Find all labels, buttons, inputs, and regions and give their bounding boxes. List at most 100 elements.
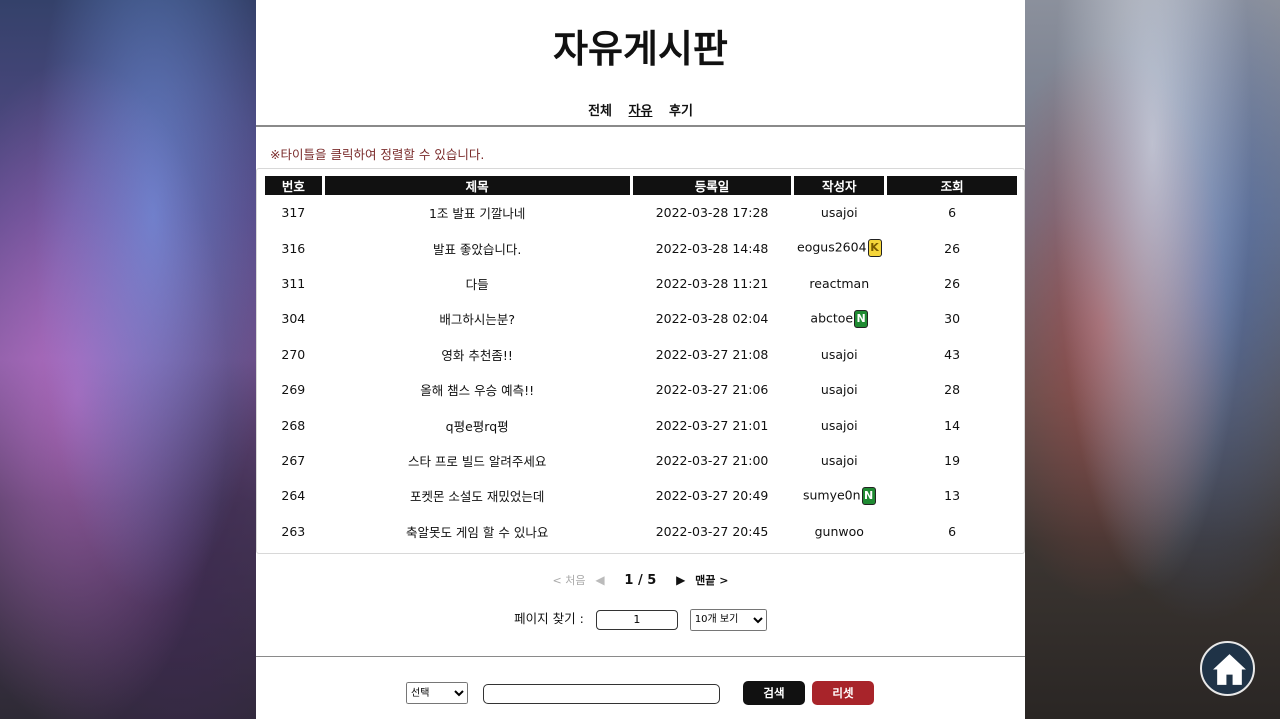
header-views[interactable]: 조회 <box>887 176 1017 195</box>
row-author: reactman <box>809 275 870 291</box>
search-bar: 선택 검색 리셋 <box>256 680 1025 706</box>
divider <box>256 125 1025 127</box>
table-row[interactable]: 311 다들 2022-03-28 11:21 reactman 26 <box>265 266 1017 301</box>
row-views-cell: 26 <box>887 266 1017 301</box>
table-row[interactable]: 267 스타 프로 빌드 알려주세요 2022-03-27 21:00 usajoi 1… <box>265 443 1017 478</box>
table-row[interactable]: 316 발표 좋았습니다. 2022-03-28 14:48 eogus2604 K 26 <box>265 230 1017 265</box>
row-author: eogus2604 <box>797 239 867 255</box>
page-find-label: 페이지 찾기 : <box>514 611 584 626</box>
row-date-cell: 2022-03-28 11:21 <box>633 266 792 301</box>
user-badge-icon: N <box>854 309 869 328</box>
header-author[interactable]: 작성자 <box>794 176 885 195</box>
row-author: usajoi <box>820 452 858 468</box>
pager-prev-icon[interactable]: ◀ <box>595 573 605 587</box>
row-title-link[interactable]: 올해 챔스 우승 예측!! <box>420 383 535 399</box>
pager-last[interactable]: 맨끝 > <box>695 574 729 587</box>
row-number: 263 <box>281 523 306 539</box>
divider <box>256 656 1025 657</box>
search-input[interactable] <box>483 684 720 704</box>
row-number: 311 <box>281 275 306 291</box>
sort-notice: ※타이틀을 클릭하여 정렬할 수 있습니다. <box>270 147 485 162</box>
row-title-link[interactable]: q평e평rq평 <box>445 418 509 434</box>
row-title-link-cell: q평e평rq평 <box>325 407 630 442</box>
row-date: 2022-03-27 21:06 <box>655 382 769 398</box>
home-button[interactable] <box>1200 641 1255 696</box>
header-date[interactable]: 등록일 <box>632 176 792 195</box>
reset-button[interactable]: 리셋 <box>812 681 874 705</box>
row-views: 19 <box>944 452 961 468</box>
row-title-link[interactable]: 배그하시는분? <box>439 312 515 328</box>
pager-first[interactable]: < 처음 <box>552 574 586 587</box>
row-title-link-cell: 1조 발표 기깔나네 <box>325 195 630 230</box>
row-number: 264 <box>281 488 306 504</box>
row-views-cell: 6 <box>887 514 1017 549</box>
row-title-link-cell: 배그하시는분? <box>325 301 630 336</box>
search-field-select[interactable]: 선택 <box>406 682 468 704</box>
row-number-cell: 316 <box>265 230 322 265</box>
table-row[interactable]: 317 1조 발표 기깔나네 2022-03-28 17:28 usajoi 6 <box>265 195 1017 230</box>
table-row[interactable]: 269 올해 챔스 우승 예측!! 2022-03-27 21:06 usajoi 28 <box>265 372 1017 407</box>
row-views: 26 <box>944 240 961 256</box>
row-date: 2022-03-28 14:48 <box>655 240 769 256</box>
row-title-link[interactable]: 1조 발표 기깔나네 <box>428 206 526 222</box>
row-number-cell: 264 <box>265 478 322 513</box>
row-title-link[interactable]: 스타 프로 빌드 알려주세요 <box>407 453 547 469</box>
tab-free[interactable]: 자유 <box>628 104 653 119</box>
row-number: 317 <box>281 205 306 221</box>
row-author: usajoi <box>820 382 858 398</box>
row-author-cell: gunwoo <box>794 514 884 549</box>
board-panel: 자유게시판 전체 자유 후기 ※타이틀을 클릭하여 정렬할 수 있습니다. 번호… <box>256 0 1025 719</box>
row-author-cell: eogus2604 K <box>794 230 884 265</box>
row-title-link[interactable]: 포켓몬 소설도 재밌었는데 <box>409 489 545 505</box>
tab-all[interactable]: 전체 <box>588 104 612 119</box>
table-row[interactable]: 270 영화 추천좀!! 2022-03-27 21:08 usajoi 43 <box>265 337 1017 372</box>
pager-next-icon[interactable]: ▶ <box>676 573 686 587</box>
row-views: 13 <box>944 488 961 504</box>
row-author: sumye0n <box>802 487 861 503</box>
row-title-link[interactable]: 영화 추천좀!! <box>441 347 513 363</box>
search-button[interactable]: 검색 <box>743 681 805 705</box>
category-tabs: 전체 자유 후기 <box>256 100 1025 119</box>
row-title-link-cell: 포켓몬 소설도 재밌었는데 <box>325 478 630 513</box>
row-title-link-cell: 발표 좋았습니다. <box>325 230 630 265</box>
per-page-select[interactable]: 10개 보기 <box>689 608 767 631</box>
background-right <box>1025 0 1280 719</box>
row-date: 2022-03-28 11:21 <box>655 275 769 291</box>
row-views-cell: 26 <box>887 230 1017 265</box>
table-row[interactable]: 264 포켓몬 소설도 재밌었는데 2022-03-27 20:49 sumye0n N… <box>265 478 1017 513</box>
row-number-cell: 263 <box>265 514 322 549</box>
page-title: 자유게시판 <box>553 27 728 71</box>
row-title-link-cell: 영화 추천좀!! <box>325 337 630 372</box>
row-author-cell: sumye0n N <box>794 478 884 513</box>
row-title-link[interactable]: 발표 좋았습니다. <box>432 241 522 257</box>
pager-current: 1 / 5 <box>624 573 657 588</box>
row-number-cell: 269 <box>265 372 322 407</box>
row-views: 30 <box>944 311 961 327</box>
row-title-link-cell: 올해 챔스 우승 예측!! <box>325 372 630 407</box>
row-views-cell: 43 <box>887 337 1017 372</box>
row-date-cell: 2022-03-27 21:01 <box>633 407 792 442</box>
table-row[interactable]: 268 q평e평rq평 2022-03-27 21:01 usajoi 14 <box>265 407 1017 442</box>
table-row[interactable]: 304 배그하시는분? 2022-03-28 02:04 abctoe N 30 <box>265 301 1017 336</box>
pagination: < 처음 ◀ 1 / 5 ▶ 맨끝 > <box>256 572 1025 588</box>
background-left <box>0 0 256 719</box>
post-table-container: 번호 제목 등록일 작성자 조회 317 1조 발표 기깔나네 2022-03-28… <box>256 168 1025 554</box>
row-title-link[interactable]: 다들 <box>465 276 489 292</box>
row-date: 2022-03-28 17:28 <box>655 205 769 221</box>
row-number: 270 <box>281 346 306 362</box>
header-number[interactable]: 번호 <box>265 176 322 195</box>
row-date: 2022-03-27 20:49 <box>655 488 769 504</box>
tab-review[interactable]: 후기 <box>668 104 693 119</box>
row-views: 6 <box>948 205 957 221</box>
table-row[interactable]: 263 축알못도 게임 할 수 있나요 2022-03-27 20:45 gunwoo… <box>265 514 1017 549</box>
row-author-cell: abctoe N <box>794 301 884 336</box>
header-title[interactable]: 제목 <box>324 176 630 195</box>
row-title-link-cell: 스타 프로 빌드 알려주세요 <box>325 443 630 478</box>
row-number-cell: 304 <box>265 301 322 336</box>
user-badge-icon: K <box>867 239 882 258</box>
row-title-link[interactable]: 축알못도 게임 할 수 있나요 <box>405 524 549 540</box>
row-number: 267 <box>281 452 306 468</box>
row-title-link-cell: 축알못도 게임 할 수 있나요 <box>325 514 630 549</box>
user-badge-icon: N <box>861 486 876 505</box>
page-number-input[interactable] <box>595 609 678 630</box>
